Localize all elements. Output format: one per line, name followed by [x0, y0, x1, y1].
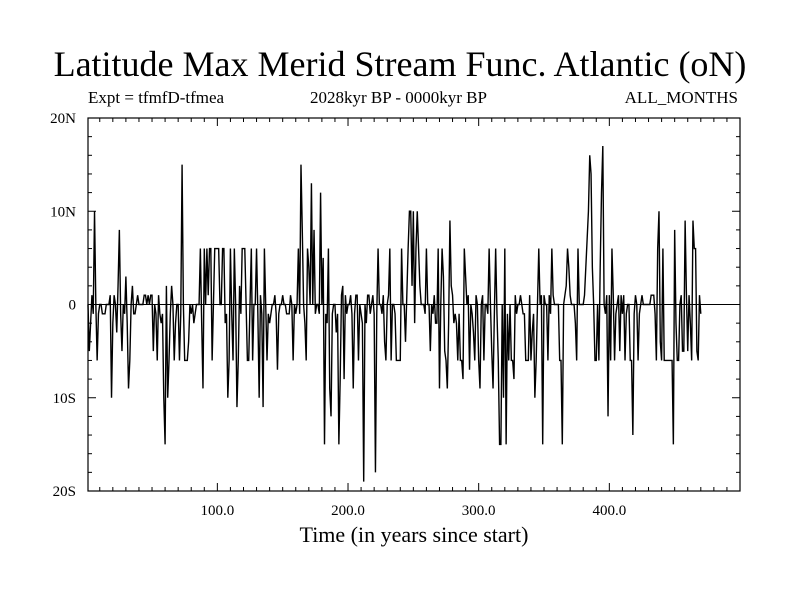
x-tick-label: 400.0 — [592, 503, 626, 519]
months-label: ALL_MONTHS — [624, 88, 738, 107]
x-tick-label: 300.0 — [462, 503, 496, 519]
y-tick-label: 20N — [50, 111, 76, 127]
series-line — [87, 145, 702, 482]
y-tick-label: 10S — [53, 391, 76, 407]
chart-title: Latitude Max Merid Stream Func. Atlantic… — [53, 44, 747, 84]
y-tick-label: 0 — [69, 298, 77, 314]
period-label: 2028kyr BP - 0000kyr BP — [310, 88, 487, 107]
plot-frame — [87, 117, 741, 492]
x-tick-label: 200.0 — [331, 503, 365, 519]
x-tick-label: 100.0 — [200, 503, 234, 519]
axis-ticks — [88, 118, 740, 491]
x-axis-label: Time (in years since start) — [299, 522, 529, 547]
experiment-label: Expt = tfmfD-tfmea — [88, 88, 225, 107]
y-axis-tick-labels: 20N 10N 0 10S 20S — [50, 111, 76, 500]
y-tick-label: 10N — [50, 204, 76, 220]
y-tick-label: 20S — [53, 484, 76, 500]
x-axis-tick-labels: 100.0 200.0 300.0 400.0 — [200, 503, 626, 519]
